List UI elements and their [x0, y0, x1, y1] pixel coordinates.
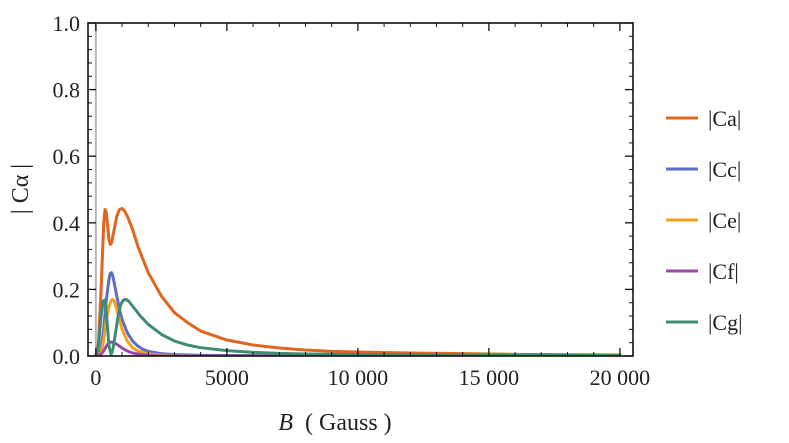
x-tick-label: 0 — [90, 365, 101, 390]
series-line-2 — [94, 297, 622, 356]
plot-frame — [87, 22, 634, 357]
legend-label-4: |Cg| — [708, 310, 742, 335]
legend-label-1: |Cc| — [708, 157, 741, 182]
x-tick-label: 10 000 — [328, 365, 389, 390]
x-axis-label: B ( Gauss ) — [278, 410, 391, 436]
y-tick-label: 1.0 — [53, 11, 81, 36]
x-tick-label: 5000 — [205, 365, 249, 390]
y-tick-label: 0.0 — [53, 344, 81, 369]
legend-label-2: |Ce| — [708, 208, 741, 233]
legend: |Ca| |Cc| |Ce| |Cf| |Cg| — [666, 106, 742, 335]
x-tick-label: 15 000 — [459, 365, 520, 390]
series-line-4 — [94, 297, 622, 356]
y-tick-label: 0.4 — [53, 211, 81, 236]
y-tick-label: 0.2 — [53, 277, 81, 302]
legend-label-3: |Cf| — [708, 259, 739, 284]
y-tick-label: 0.6 — [53, 144, 81, 169]
legend-label-0: |Ca| — [708, 106, 741, 131]
series-line-0 — [94, 206, 622, 356]
x-tick-label: 20 000 — [590, 365, 651, 390]
x-axis-unit: ( Gauss ) — [305, 410, 392, 436]
x-axis-variable: B — [278, 410, 293, 436]
y-axis-label: | Cα | — [8, 164, 34, 214]
y-tick-label: 0.8 — [53, 78, 81, 103]
